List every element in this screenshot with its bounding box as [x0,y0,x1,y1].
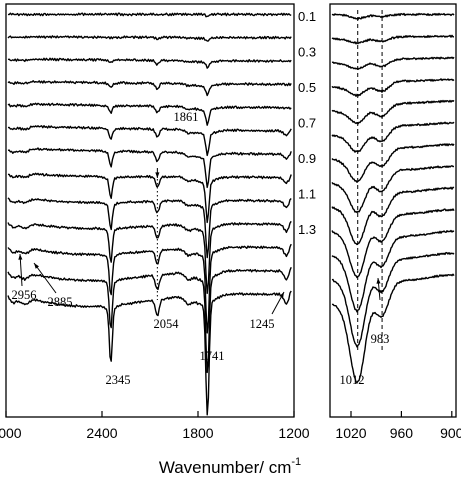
right-trace-8 [331,165,455,214]
series-label: 1.1 [298,187,316,202]
left-x-ticks: 3000 2400 1800 1200 [0,411,310,441]
left-tick-label: 1200 [278,425,309,441]
left-annotations: 2956 2885 2345 2054 1861 1741 1245 [12,110,285,387]
left-trace-10 [7,220,292,294]
series-label: 0.5 [298,80,316,95]
right-trace-6 [331,121,455,153]
left-trace-6 [7,125,292,157]
right-trace-7 [331,143,455,183]
series-label: 1.3 [298,222,316,237]
right-traces [331,12,455,384]
annotation-arrowhead [155,172,160,178]
peak-label-2956: 2956 [12,288,37,302]
right-trace-1 [331,12,455,21]
peak-label-1741: 1741 [200,349,225,363]
peak-label-983: 983 [371,332,390,346]
left-trace-8 [7,172,292,224]
left-panel: 2956 2885 2345 2054 1861 1741 1245 3000 2400 180… [0,3,316,441]
peak-label-1012: 1012 [340,373,365,387]
left-tick-label: 3000 [0,425,22,441]
right-tick-label: 900 [440,425,461,441]
right-trace-13 [331,273,455,384]
series-label: 0.9 [298,151,316,166]
left-trace-12 [7,267,292,374]
right-trace-9 [331,186,455,246]
annotation-arrowhead [279,292,284,298]
peak-label-2054: 2054 [154,317,180,331]
left-trace-4 [7,80,292,97]
left-trace-11 [7,243,292,334]
series-label: 0.3 [298,45,316,60]
right-x-ticks: 1020 960 900 [335,411,461,441]
peak-label-1245: 1245 [250,317,275,331]
right-trace-2 [331,34,454,45]
series-labels: 0.1 0.3 0.5 0.7 0.9 1.1 1.3 [298,9,316,237]
left-trace-1 [7,12,292,18]
right-plot-frame [329,3,457,418]
series-label: 0.1 [298,9,316,24]
series-label: 0.7 [298,116,316,131]
peak-label-1861: 1861 [174,110,199,124]
annotation-arrowhead [34,263,39,269]
left-trace-3 [7,57,292,69]
left-trace-9 [7,197,292,259]
peak-label-2885: 2885 [48,295,73,309]
left-trace-2 [7,35,292,42]
right-tick-label: 1020 [335,425,366,441]
annotation-arrowhead [376,278,381,284]
annotation-arrow [33,262,57,294]
left-tick-label: 2400 [86,425,117,441]
right-tick-label: 960 [390,425,414,441]
left-traces [7,12,292,416]
left-plot-frame [5,3,295,418]
right-annotations: 1012 983 [340,10,390,387]
left-trace-13 [7,290,292,416]
right-trace-10 [331,208,455,279]
right-trace-3 [331,56,455,71]
right-panel: 1012 983 1020 960 900 [329,3,461,441]
right-trace-11 [331,229,455,313]
annotation-arrowhead [18,254,23,260]
left-trace-5 [7,102,292,126]
peak-label-2345: 2345 [106,373,131,387]
left-tick-label: 1800 [182,425,213,441]
right-trace-12 [331,251,455,348]
right-trace-5 [331,99,455,125]
left-trace-7 [7,147,292,189]
right-trace-4 [331,78,455,97]
x-axis-label: Wavenumber/ cm-1 [159,456,301,477]
